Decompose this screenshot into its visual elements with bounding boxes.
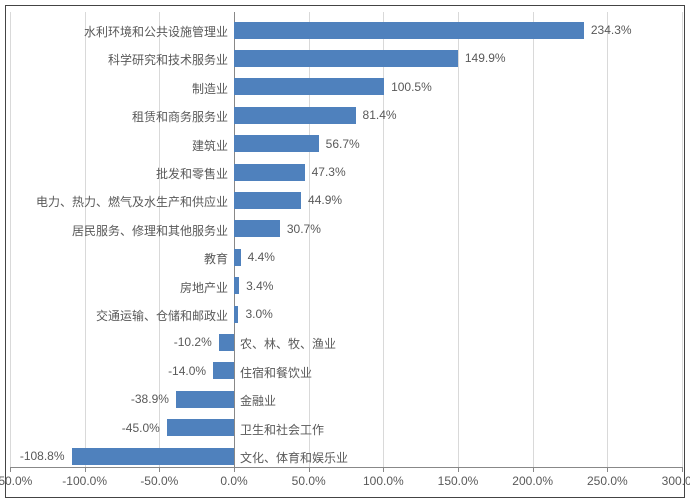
bar-value-label: -108.8% — [20, 449, 65, 463]
x-tick-mark — [533, 467, 534, 472]
category-label: 租赁和商务服务业 — [132, 108, 228, 125]
gridline — [533, 12, 534, 467]
bar-value-label: -10.2% — [174, 335, 212, 349]
bar — [234, 277, 239, 294]
bar-value-label: 4.4% — [248, 250, 275, 264]
bar — [234, 107, 356, 124]
category-label: 居民服务、修理和其他服务业 — [72, 222, 228, 239]
gridline — [10, 12, 11, 467]
category-label: 卫生和社会工作 — [240, 421, 324, 438]
bar-value-label: 47.3% — [312, 165, 346, 179]
x-tick-label: 250.0% — [587, 474, 628, 488]
x-tick-mark — [682, 467, 683, 472]
gridline — [458, 12, 459, 467]
category-label: 批发和零售业 — [156, 165, 228, 182]
x-tick-label: 0.0% — [220, 474, 247, 488]
bar-value-label: 81.4% — [363, 108, 397, 122]
plot-area: 234.3% 水利环境和公共设施管理业 149.9% 科学研究和技术服务业 100.5%… — [10, 12, 682, 468]
category-label: 制造业 — [192, 80, 228, 97]
bar-value-label: -45.0% — [122, 421, 160, 435]
x-tick-mark — [309, 467, 310, 472]
x-tick-label: 100.0% — [363, 474, 404, 488]
x-tick-mark — [234, 467, 235, 472]
x-tick-label: 150.0% — [438, 474, 479, 488]
bar — [234, 164, 305, 181]
category-label: 交通运输、仓储和邮政业 — [96, 307, 228, 324]
category-label: 建筑业 — [192, 137, 228, 154]
bar — [234, 78, 384, 95]
bar-value-label: -14.0% — [168, 364, 206, 378]
bar — [72, 448, 234, 465]
x-tick-mark — [383, 467, 384, 472]
x-tick-mark — [10, 467, 11, 472]
category-label: 农、林、牧、渔业 — [240, 335, 336, 352]
bar-value-label: 30.7% — [287, 222, 321, 236]
x-tick-label: 300.0% — [662, 474, 690, 488]
bar-value-label: -38.9% — [131, 392, 169, 406]
category-label: 文化、体育和娱乐业 — [240, 449, 348, 466]
x-tick-mark — [159, 467, 160, 472]
x-tick-label: 50.0% — [292, 474, 326, 488]
category-label: 住宿和餐饮业 — [240, 364, 312, 381]
x-tick-label: -100.0% — [62, 474, 107, 488]
bar — [213, 362, 234, 379]
category-label: 教育 — [204, 250, 228, 267]
bar-value-label: 100.5% — [391, 80, 432, 94]
bar — [234, 22, 584, 39]
bar-value-label: 56.7% — [326, 137, 360, 151]
category-label: 房地产业 — [180, 279, 228, 296]
x-tick-label: -50.0% — [140, 474, 178, 488]
gridline — [682, 12, 683, 467]
x-tick-mark — [607, 467, 608, 472]
gridline — [85, 12, 86, 467]
bar — [167, 419, 234, 436]
category-label: 电力、热力、燃气及水生产和供应业 — [36, 193, 228, 210]
x-tick-mark — [85, 467, 86, 472]
bar — [234, 249, 241, 266]
bar — [234, 306, 238, 323]
bar — [176, 391, 234, 408]
x-tick-label: 200.0% — [512, 474, 553, 488]
bar — [219, 334, 234, 351]
bar-value-label: 149.9% — [465, 51, 506, 65]
category-label: 金融业 — [240, 392, 276, 409]
category-label: 水利环境和公共设施管理业 — [84, 23, 228, 40]
bar — [234, 220, 280, 237]
bar — [234, 50, 458, 67]
bar — [234, 135, 319, 152]
bar-value-label: 3.0% — [245, 307, 272, 321]
bar — [234, 192, 301, 209]
bar-value-label: 44.9% — [308, 193, 342, 207]
bar-value-label: 234.3% — [591, 23, 632, 37]
bar-value-label: 3.4% — [246, 279, 273, 293]
category-label: 科学研究和技术服务业 — [108, 51, 228, 68]
x-tick-label: -150.0% — [0, 474, 32, 488]
x-tick-mark — [458, 467, 459, 472]
gridline — [607, 12, 608, 467]
